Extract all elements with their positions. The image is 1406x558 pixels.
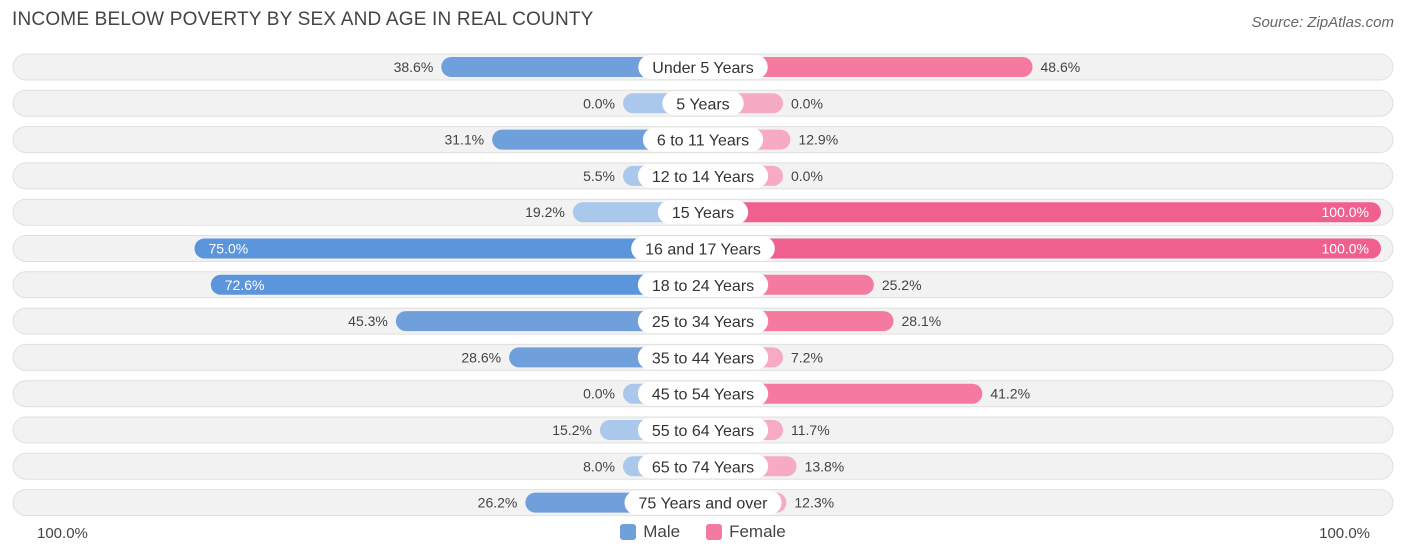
category-label-pill bbox=[637, 345, 769, 370]
legend-item-male[interactable]: Male bbox=[620, 522, 680, 542]
female-value-label: 100.0% bbox=[1322, 241, 1369, 257]
source-label: Source: ZipAtlas.com bbox=[1251, 14, 1394, 31]
category-label: 16 and 17 Years bbox=[645, 242, 761, 259]
legend-item-female[interactable]: Female bbox=[706, 522, 786, 542]
legend-label-female: Female bbox=[729, 522, 786, 541]
category-label-pill bbox=[657, 200, 749, 225]
category-label-pill bbox=[637, 381, 769, 406]
female-value-label: 48.6% bbox=[1041, 59, 1081, 75]
female-value-label: 12.3% bbox=[794, 495, 834, 511]
female-value-label: 28.1% bbox=[902, 313, 942, 329]
category-label: 18 to 24 Years bbox=[652, 278, 754, 295]
male-value-label: 8.0% bbox=[583, 458, 615, 474]
category-label: 45 to 54 Years bbox=[652, 387, 754, 404]
legend: Male Female bbox=[0, 522, 1406, 542]
male-value-label: 72.6% bbox=[225, 277, 265, 293]
category-label-pill bbox=[638, 55, 768, 79]
female-value-label: 0.0% bbox=[791, 95, 823, 111]
chart-title: INCOME BELOW POVERTY BY SEX AND AGE IN R… bbox=[12, 9, 594, 30]
male-value-label: 19.2% bbox=[525, 204, 565, 220]
male-bar bbox=[210, 274, 703, 295]
male-value-label: 0.0% bbox=[583, 386, 615, 402]
category-label: 12 to 14 Years bbox=[652, 169, 754, 186]
female-bar bbox=[703, 238, 1381, 259]
male-value-label: 28.6% bbox=[461, 349, 501, 365]
male-bar bbox=[194, 238, 703, 259]
female-value-label: 12.9% bbox=[798, 132, 838, 148]
male-value-label: 15.2% bbox=[552, 422, 592, 438]
category-label: 5 Years bbox=[676, 96, 729, 113]
category-label-pill bbox=[642, 127, 764, 152]
male-bar bbox=[395, 311, 703, 332]
legend-swatch-female bbox=[706, 524, 723, 540]
female-value-label: 7.2% bbox=[791, 349, 823, 365]
female-value-label: 41.2% bbox=[990, 386, 1030, 402]
male-value-label: 31.1% bbox=[444, 132, 484, 148]
category-label-pill bbox=[662, 91, 744, 116]
male-value-label: 0.0% bbox=[583, 95, 615, 111]
category-label: 6 to 11 Years bbox=[657, 133, 749, 150]
female-value-label: 25.2% bbox=[882, 277, 922, 293]
category-label-pill bbox=[637, 454, 769, 479]
category-label-pill bbox=[631, 236, 775, 261]
male-value-label: 75.0% bbox=[209, 241, 249, 257]
male-value-label: 26.2% bbox=[478, 495, 518, 511]
male-value-label: 5.5% bbox=[583, 168, 615, 184]
male-value-label: 45.3% bbox=[348, 313, 388, 329]
category-label: 65 to 74 Years bbox=[652, 459, 754, 476]
female-bar bbox=[703, 57, 1033, 77]
category-label-pill bbox=[637, 418, 769, 442]
male-value-label: 38.6% bbox=[394, 59, 434, 75]
category-label: 25 to 34 Years bbox=[652, 314, 754, 331]
category-label: 35 to 44 Years bbox=[652, 350, 754, 367]
chart-area: 38.6% 48.6% Under 5 Years 0.0% 0.0% 5 Years 31… bbox=[12, 53, 1394, 517]
female-value-label: 100.0% bbox=[1322, 204, 1369, 220]
female-value-label: 0.0% bbox=[791, 168, 823, 184]
female-bar bbox=[703, 202, 1381, 223]
category-label: 75 Years and over bbox=[639, 496, 769, 513]
axis-label-right: 100.0% bbox=[1319, 525, 1370, 542]
legend-label-male: Male bbox=[643, 522, 681, 541]
female-bar bbox=[703, 383, 983, 404]
legend-swatch-male bbox=[620, 524, 637, 540]
category-label-pill bbox=[637, 309, 769, 334]
male-bar bbox=[441, 57, 703, 77]
female-value-label: 11.7% bbox=[791, 422, 830, 438]
axis-label-left: 100.0% bbox=[37, 525, 88, 542]
category-label-pill bbox=[637, 272, 769, 297]
category-label: 15 Years bbox=[672, 205, 734, 222]
category-label-pill bbox=[637, 163, 769, 188]
female-value-label: 13.8% bbox=[805, 458, 845, 474]
category-label-pill bbox=[624, 490, 782, 515]
category-label: 55 to 64 Years bbox=[652, 423, 754, 440]
category-label: Under 5 Years bbox=[652, 60, 753, 77]
